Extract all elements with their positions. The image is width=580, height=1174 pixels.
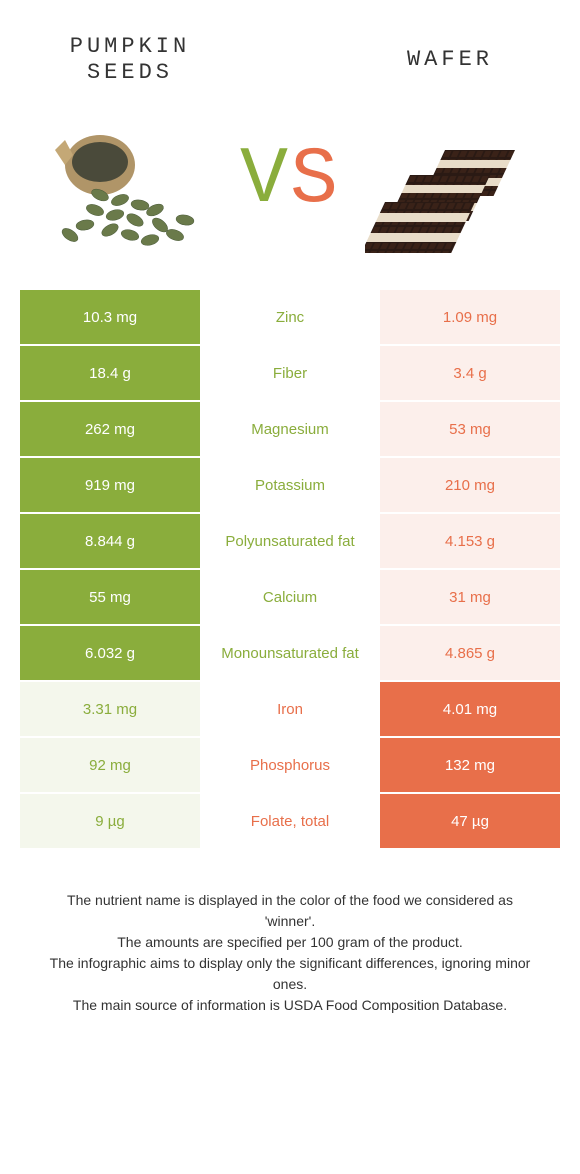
table-row: 6.032 gMonounsaturated fat4.865 g — [20, 626, 560, 682]
left-value: 919 mg — [20, 458, 200, 512]
nutrient-label: Magnesium — [200, 402, 380, 456]
nutrient-label: Phosphorus — [200, 738, 380, 792]
right-value: 132 mg — [380, 738, 560, 792]
table-row: 3.31 mgIron4.01 mg — [20, 682, 560, 738]
footnote-line: The infographic aims to display only the… — [40, 953, 540, 995]
right-value: 53 mg — [380, 402, 560, 456]
right-value: 4.865 g — [380, 626, 560, 680]
nutrient-label: Potassium — [200, 458, 380, 512]
wafer-icon — [365, 110, 535, 270]
table-row: 55 mgCalcium31 mg — [20, 570, 560, 626]
right-value: 31 mg — [380, 570, 560, 624]
pumpkin-seeds-icon — [45, 110, 215, 270]
vs-label: VS — [240, 135, 340, 226]
table-row: 18.4 gFiber3.4 g — [20, 346, 560, 402]
left-value: 3.31 mg — [20, 682, 200, 736]
left-value: 55 mg — [20, 570, 200, 624]
nutrient-label: Monounsaturated fat — [200, 626, 380, 680]
nutrient-label: Calcium — [200, 570, 380, 624]
right-value: 210 mg — [380, 458, 560, 512]
left-food-title: Pumpkinseeds — [70, 30, 190, 90]
nutrient-label: Iron — [200, 682, 380, 736]
table-row: 919 mgPotassium210 mg — [20, 458, 560, 514]
table-row: 262 mgMagnesium53 mg — [20, 402, 560, 458]
right-value: 4.153 g — [380, 514, 560, 568]
table-row: 10.3 mgZinc1.09 mg — [20, 290, 560, 346]
nutrient-label: Folate, total — [200, 794, 380, 848]
table-row: 8.844 gPolyunsaturated fat4.153 g — [20, 514, 560, 570]
footnote-line: The amounts are specified per 100 gram o… — [40, 932, 540, 953]
right-food-title: Wafer — [407, 30, 493, 90]
left-value: 262 mg — [20, 402, 200, 456]
footnote-line: The nutrient name is displayed in the co… — [40, 890, 540, 932]
right-value: 1.09 mg — [380, 290, 560, 344]
right-value: 3.4 g — [380, 346, 560, 400]
left-value: 6.032 g — [20, 626, 200, 680]
left-value: 9 µg — [20, 794, 200, 848]
nutrient-label: Zinc — [200, 290, 380, 344]
right-value: 4.01 mg — [380, 682, 560, 736]
left-value: 10.3 mg — [20, 290, 200, 344]
footnote-line: The main source of information is USDA F… — [40, 995, 540, 1016]
vs-v: V — [240, 135, 290, 226]
right-food-col: Wafer — [350, 30, 550, 270]
comparison-table: 10.3 mgZinc1.09 mg18.4 gFiber3.4 g262 mg… — [20, 290, 560, 850]
table-row: 92 mgPhosphorus132 mg — [20, 738, 560, 794]
table-row: 9 µgFolate, total47 µg — [20, 794, 560, 850]
vs-s: S — [290, 135, 340, 226]
nutrient-label: Polyunsaturated fat — [200, 514, 380, 568]
left-value: 8.844 g — [20, 514, 200, 568]
nutrient-label: Fiber — [200, 346, 380, 400]
left-value: 92 mg — [20, 738, 200, 792]
left-food-col: Pumpkinseeds — [30, 30, 230, 270]
right-value: 47 µg — [380, 794, 560, 848]
left-value: 18.4 g — [20, 346, 200, 400]
header: Pumpkinseeds — [0, 0, 580, 290]
footnotes: The nutrient name is displayed in the co… — [40, 890, 540, 1016]
